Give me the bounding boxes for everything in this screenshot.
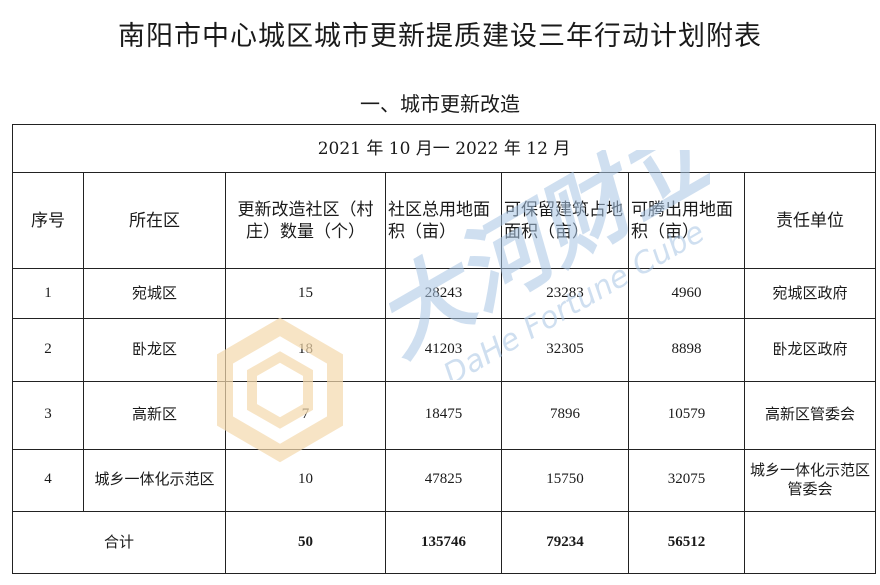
header-count: 更新改造社区（村庄）数量（个） <box>225 172 386 270</box>
table-row: 2 卧龙区 18 41203 32305 8898 卧龙区政府 <box>12 318 877 382</box>
table-row: 3 高新区 7 18475 7896 10579 高新区管委会 <box>12 380 877 450</box>
total-free-area: 56512 <box>628 510 745 575</box>
update-plan-table: 2021 年 10 月一 2022 年 12 月 序号 所在区 更新改造社区（村… <box>11 123 877 575</box>
page-title: 南阳市中心城区城市更新提质建设三年行动计划附表 <box>118 21 762 52</box>
cell-district: 城乡一体化示范区 <box>83 448 226 512</box>
cell-keep-area: 15750 <box>501 448 629 512</box>
total-total-area: 135746 <box>385 510 502 575</box>
header-unit: 责任单位 <box>743 172 877 270</box>
cell-count: 7 <box>225 380 386 450</box>
cell-total-area: 18475 <box>385 380 502 450</box>
cell-district: 宛城区 <box>83 268 226 320</box>
cell-free-area: 32075 <box>628 448 745 512</box>
cell-free-area: 10579 <box>628 380 745 450</box>
header-seq: 序号 <box>12 172 84 270</box>
header-district: 所在区 <box>83 172 226 270</box>
table-row: 1 宛城区 15 28243 23283 4960 宛城区政府 <box>12 268 877 320</box>
cell-unit: 卧龙区政府 <box>743 318 877 382</box>
header-row: 序号 所在区 更新改造社区（村庄）数量（个） 社区总用地面积（亩） 可保留建筑占… <box>12 172 877 270</box>
cell-seq: 1 <box>12 268 84 320</box>
cell-count: 18 <box>225 318 386 382</box>
section-title: 一、城市更新改造 <box>360 92 520 116</box>
cell-total-area: 47825 <box>385 448 502 512</box>
table-row: 4 城乡一体化示范区 10 47825 15750 32075 城乡一体化示范区… <box>12 448 877 512</box>
cell-district: 卧龙区 <box>83 318 226 382</box>
cell-free-area: 8898 <box>628 318 745 382</box>
cell-total-area: 41203 <box>385 318 502 382</box>
cell-unit: 城乡一体化示范区管委会 <box>743 448 877 512</box>
cell-keep-area: 32305 <box>501 318 629 382</box>
cell-total-area: 28243 <box>385 268 502 320</box>
cell-seq: 4 <box>12 448 84 512</box>
cell-unit: 高新区管委会 <box>743 380 877 450</box>
total-unit <box>743 510 877 575</box>
cell-seq: 2 <box>12 318 84 382</box>
cell-count: 10 <box>225 448 386 512</box>
header-free-area: 可腾出用地面积（亩） <box>628 172 745 270</box>
header-total-area: 社区总用地面积（亩） <box>385 172 502 270</box>
cell-seq: 3 <box>12 380 84 450</box>
period-row: 2021 年 10 月一 2022 年 12 月 <box>11 123 877 174</box>
period-cell: 2021 年 10 月一 2022 年 12 月 <box>11 123 877 174</box>
cell-count: 15 <box>225 268 386 320</box>
header-keep-area: 可保留建筑占地面积（亩） <box>501 172 629 270</box>
cell-keep-area: 23283 <box>501 268 629 320</box>
total-count: 50 <box>225 510 386 575</box>
total-keep-area: 79234 <box>501 510 629 575</box>
cell-keep-area: 7896 <box>501 380 629 450</box>
cell-free-area: 4960 <box>628 268 745 320</box>
total-label: 合计 <box>12 510 226 575</box>
total-row: 合计 50 135746 79234 56512 <box>12 510 877 575</box>
cell-district: 高新区 <box>83 380 226 450</box>
cell-unit: 宛城区政府 <box>743 268 877 320</box>
